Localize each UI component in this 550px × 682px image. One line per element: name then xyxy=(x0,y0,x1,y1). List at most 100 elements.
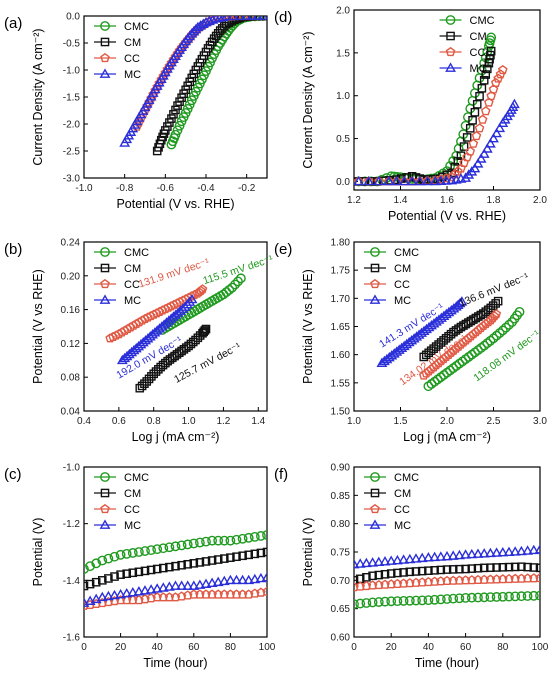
data-point-cm xyxy=(430,566,439,575)
legend-marker xyxy=(369,294,381,304)
data-point-cm xyxy=(195,558,205,567)
x-axis-label: Time (hour) xyxy=(143,656,207,670)
data-point-cmc xyxy=(182,539,193,550)
data-point-mc xyxy=(522,545,534,555)
data-point-cmc xyxy=(473,592,483,603)
data-point-cm xyxy=(486,563,495,572)
data-point-cm xyxy=(483,64,492,74)
data-point-cm xyxy=(207,556,217,565)
y-axis-label: Potential (V vs RHE) xyxy=(31,269,45,384)
data-point-cc xyxy=(154,306,165,316)
y-tick-label: 0.90 xyxy=(331,463,351,474)
legend-label: CMC xyxy=(394,472,419,484)
data-point-cm xyxy=(374,570,384,580)
panel-label: (a) xyxy=(4,15,22,32)
data-point-cc xyxy=(105,333,115,343)
data-point-cm xyxy=(517,562,526,572)
data-point-cmc xyxy=(176,540,187,551)
data-point-cmc xyxy=(255,531,266,541)
data-point-mc xyxy=(391,175,403,186)
panel-label: (b) xyxy=(4,241,22,258)
data-point-cc xyxy=(480,106,491,116)
data-point-mc xyxy=(469,162,481,173)
data-point-cmc xyxy=(121,548,132,559)
data-point-mc xyxy=(441,550,453,561)
y-tick-label: -1.4 xyxy=(63,576,81,587)
plot-frame xyxy=(83,15,268,179)
data-point-cmc xyxy=(207,535,218,546)
data-point-cmc xyxy=(213,535,224,546)
data-point-cmc xyxy=(174,120,185,131)
data-point-cmc xyxy=(460,593,471,603)
data-point-cm xyxy=(424,566,433,575)
legend-marker xyxy=(370,488,380,498)
y-tick-label: 0.12 xyxy=(61,339,81,350)
data-point-mc xyxy=(255,572,267,583)
data-point-cc xyxy=(488,84,499,94)
data-point-cm xyxy=(479,563,489,573)
panel-label: (e) xyxy=(274,241,292,258)
data-point-cmc xyxy=(435,594,446,605)
data-point-cm xyxy=(193,333,203,343)
y-tick-label: -1.0 xyxy=(63,463,81,474)
panel-label: (d) xyxy=(274,9,292,26)
y-tick-label: 1.0 xyxy=(336,91,350,102)
data-point-mc xyxy=(184,296,196,306)
chart-panel-1: -1.0 -0.8 -0.6 -0.4 -0.2 -3.0 -2.5 -2.0 -1.5 -1.0… xyxy=(4,12,268,211)
data-point-cmc xyxy=(411,595,421,606)
x-tick-label: 1.2 xyxy=(216,416,230,427)
legend-marker xyxy=(370,263,380,273)
x-tick-label: -0.4 xyxy=(197,183,215,194)
legend-label: CM xyxy=(124,263,141,275)
plot-frame xyxy=(83,241,268,412)
legend-label: CM xyxy=(124,37,141,49)
data-point-cc xyxy=(451,343,461,353)
y-tick-label: -3.0 xyxy=(63,174,81,185)
x-tick-label: 40 xyxy=(152,642,164,653)
data-point-cmc xyxy=(522,591,533,601)
data-point-mc xyxy=(367,557,379,567)
legend-marker xyxy=(100,472,110,482)
data-point-cc xyxy=(354,582,359,592)
data-point-cm xyxy=(475,91,484,101)
data-point-cmc xyxy=(476,343,486,353)
data-point-cm xyxy=(200,326,210,335)
y-tick-label: 1.60 xyxy=(331,350,351,361)
data-point-cc xyxy=(471,130,482,141)
data-point-mc xyxy=(484,547,496,558)
data-point-cmc xyxy=(225,535,236,546)
legend-label: CC xyxy=(394,279,410,291)
data-point-cm xyxy=(104,574,113,583)
legend-label: CMC xyxy=(124,21,149,33)
data-point-cmc xyxy=(373,597,384,607)
data-point-cm xyxy=(380,569,390,579)
data-point-cm xyxy=(510,562,520,572)
data-point-mc xyxy=(188,580,200,590)
data-point-mc xyxy=(385,555,397,565)
y-tick-label: 1.5 xyxy=(336,48,350,59)
data-point-cc xyxy=(474,123,485,133)
legend-label: CC xyxy=(124,279,140,291)
data-point-cm xyxy=(470,107,480,117)
legend-label: CM xyxy=(470,31,487,43)
legend-label: CM xyxy=(394,263,411,275)
data-point-mc xyxy=(139,585,151,595)
x-tick-label: 2.0 xyxy=(440,416,454,427)
data-point-mc xyxy=(84,595,96,605)
data-point-mc xyxy=(406,175,418,186)
data-point-mc xyxy=(460,549,472,559)
data-point-cc xyxy=(456,339,466,349)
data-point-cm xyxy=(128,568,138,578)
data-point-cmc xyxy=(249,531,260,542)
data-point-cmc xyxy=(445,161,455,171)
data-point-cmc xyxy=(219,535,230,546)
data-point-cmc xyxy=(448,363,459,374)
data-point-cmc xyxy=(361,598,372,608)
x-tick-label: 2.5 xyxy=(487,416,501,427)
x-tick-label: -0.2 xyxy=(238,183,256,194)
x-tick-label: -1.0 xyxy=(75,183,93,194)
data-point-cmc xyxy=(158,543,169,554)
legend-marker xyxy=(99,294,111,304)
x-tick-label: 0 xyxy=(81,642,87,653)
legend-label: CMC xyxy=(124,247,149,259)
